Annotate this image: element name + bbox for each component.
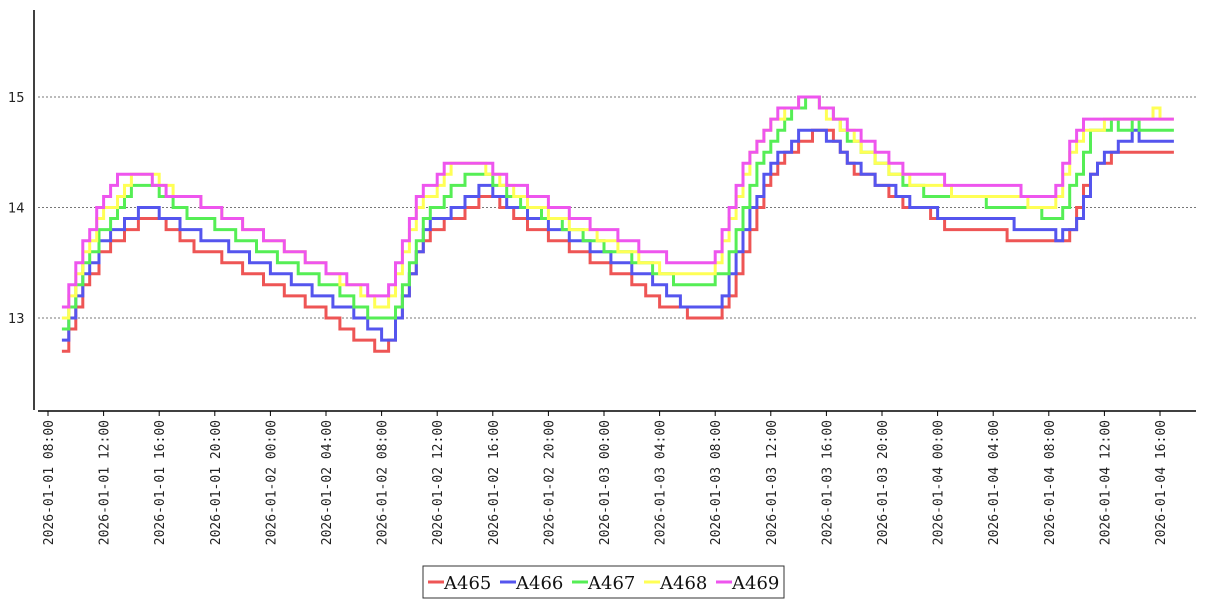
x-tick-label: 2026-01-01 08:00 xyxy=(42,420,57,545)
y-tick-labels: 13 14 15 xyxy=(8,91,25,327)
series-line-a467 xyxy=(61,95,1174,331)
y-tick-label: 15 xyxy=(8,91,25,106)
x-tick-label: 2026-01-02 04:00 xyxy=(320,420,335,545)
x-tick-label: 2026-01-03 12:00 xyxy=(765,420,780,545)
legend-label-a465: A465 xyxy=(443,573,491,594)
x-tick-label: 2026-01-03 16:00 xyxy=(820,420,835,545)
x-tick-label: 2026-01-02 20:00 xyxy=(542,420,557,545)
x-tick-label: 2026-01-03 04:00 xyxy=(654,420,669,545)
x-tick-label: 2026-01-04 12:00 xyxy=(1098,420,1113,545)
x-tick-label: 2026-01-04 08:00 xyxy=(1043,420,1058,545)
y-tick-label: 14 xyxy=(8,202,25,217)
x-tick-labels: 2026-01-01 08:00 2026-01-01 12:00 2026-01-… xyxy=(42,411,1169,545)
x-tick-label: 2026-01-01 12:00 xyxy=(98,420,113,545)
x-tick-label: 2026-01-01 20:00 xyxy=(209,420,224,545)
x-tick-label: 2026-01-04 00:00 xyxy=(932,420,947,545)
axes xyxy=(33,10,1196,412)
x-tick-label: 2026-01-04 04:00 xyxy=(987,420,1002,545)
x-tick-label: 2026-01-03 20:00 xyxy=(876,420,891,545)
x-tick-label: 2026-01-03 00:00 xyxy=(598,420,613,545)
legend-label-a466: A466 xyxy=(515,573,563,594)
x-tick-label: 2026-01-02 08:00 xyxy=(376,420,391,545)
legend-label-a467: A467 xyxy=(587,573,635,594)
x-tick-label: 2026-01-03 08:00 xyxy=(709,420,724,545)
y-tick-label: 13 xyxy=(8,312,25,327)
series-line-a469 xyxy=(61,95,1174,309)
x-tick-label: 2026-01-01 16:00 xyxy=(153,420,168,545)
x-tick-label: 2026-01-04 16:00 xyxy=(1154,420,1169,545)
legend-label-a468: A468 xyxy=(659,573,707,594)
x-tick-label: 2026-01-02 12:00 xyxy=(431,420,446,545)
series-lines xyxy=(61,95,1174,353)
x-tick-label: 2026-01-02 16:00 xyxy=(487,420,502,545)
x-tick-label: 2026-01-02 00:00 xyxy=(264,420,279,545)
legend-label-a469: A469 xyxy=(731,573,779,594)
legend: A465 A466 A467 A468 A469 xyxy=(422,565,785,599)
series-line-a466 xyxy=(61,128,1174,342)
